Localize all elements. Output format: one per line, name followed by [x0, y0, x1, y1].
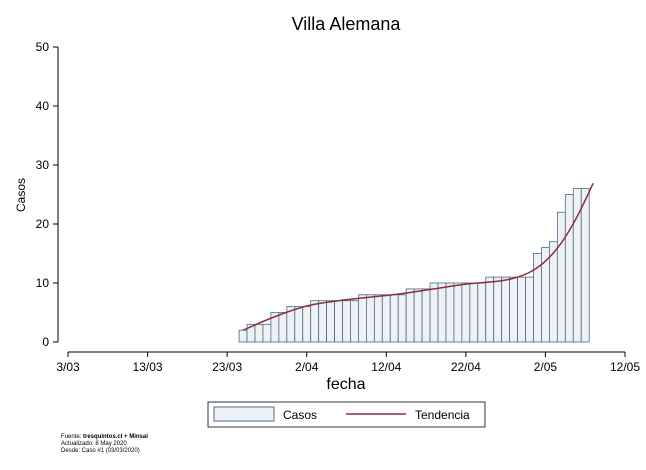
- y-axis-title: Casos: [14, 178, 28, 212]
- bar: [342, 300, 351, 343]
- bar: [254, 323, 264, 343]
- y-tick-label: 20: [36, 217, 50, 231]
- chart-title: Villa Alemana: [292, 14, 402, 34]
- bar: [477, 282, 487, 343]
- bar: [350, 300, 359, 343]
- bar: [310, 300, 320, 343]
- source-line-1: Fuente: tresquintos.cl + Minsal: [61, 434, 148, 440]
- y-tick-label: 10: [36, 276, 50, 290]
- bar: [461, 282, 471, 343]
- bar: [262, 323, 272, 343]
- x-axis-title: fecha: [326, 376, 365, 393]
- x-tick-label: 23/03: [212, 360, 242, 374]
- bar: [302, 306, 312, 343]
- source-note: Fuente: tresquintos.cl + Minsal Actualiz…: [61, 434, 148, 455]
- bar: [556, 211, 566, 343]
- bar: [517, 276, 526, 343]
- bar: [485, 276, 495, 343]
- x-tick-label: 12/05: [610, 360, 640, 374]
- bar: [501, 276, 511, 343]
- legend-label-casos: Casos: [283, 408, 317, 422]
- x-axis: 3/03 13/03 23/03 2/04 12/04 22/04 2/05 12/05: [56, 351, 640, 374]
- bar: [381, 294, 391, 343]
- legend-swatch-casos: [213, 406, 275, 422]
- x-tick-label: 2/05: [534, 360, 558, 374]
- bar: [358, 294, 367, 343]
- bar: [405, 288, 415, 343]
- bar: [397, 294, 407, 343]
- bar: [413, 288, 423, 343]
- y-axis: 0 10 20 30 40 50: [36, 40, 59, 349]
- trend-line: [242, 182, 594, 331]
- bar: [509, 276, 518, 343]
- bar: [564, 194, 574, 343]
- y-tick-label: 0: [42, 335, 49, 349]
- bar: [389, 294, 399, 343]
- bar-series-casos: [238, 188, 590, 343]
- bar: [365, 294, 375, 343]
- legend: Casos Tendencia: [207, 401, 486, 428]
- bar: [294, 306, 304, 343]
- x-tick-label: 13/03: [133, 360, 163, 374]
- x-tick-label: 22/04: [451, 360, 481, 374]
- x-tick-label: 2/04: [295, 360, 319, 374]
- bar: [326, 300, 335, 343]
- y-tick-label: 40: [36, 99, 50, 113]
- x-tick-label: 12/04: [371, 360, 401, 374]
- bar: [493, 276, 503, 343]
- bar: [421, 288, 431, 343]
- bar: [334, 300, 343, 343]
- bar: [445, 282, 455, 343]
- bar: [238, 329, 248, 343]
- y-tick-label: 50: [36, 40, 50, 54]
- bar: [429, 282, 439, 343]
- bar: [453, 282, 463, 343]
- source-line-3: Desde: Caso #1 (03/03/2020): [61, 448, 140, 454]
- bar: [278, 312, 288, 343]
- y-tick-label: 30: [36, 158, 50, 172]
- bar: [373, 294, 383, 343]
- bar: [580, 188, 590, 343]
- bar: [318, 300, 328, 343]
- x-tick-label: 3/03: [56, 360, 80, 374]
- bar: [437, 282, 447, 343]
- bar: [525, 276, 534, 343]
- source-line-2: Actualizado: 8 May 2020: [61, 441, 127, 447]
- legend-label-tendencia: Tendencia: [415, 408, 470, 422]
- bar: [469, 282, 479, 343]
